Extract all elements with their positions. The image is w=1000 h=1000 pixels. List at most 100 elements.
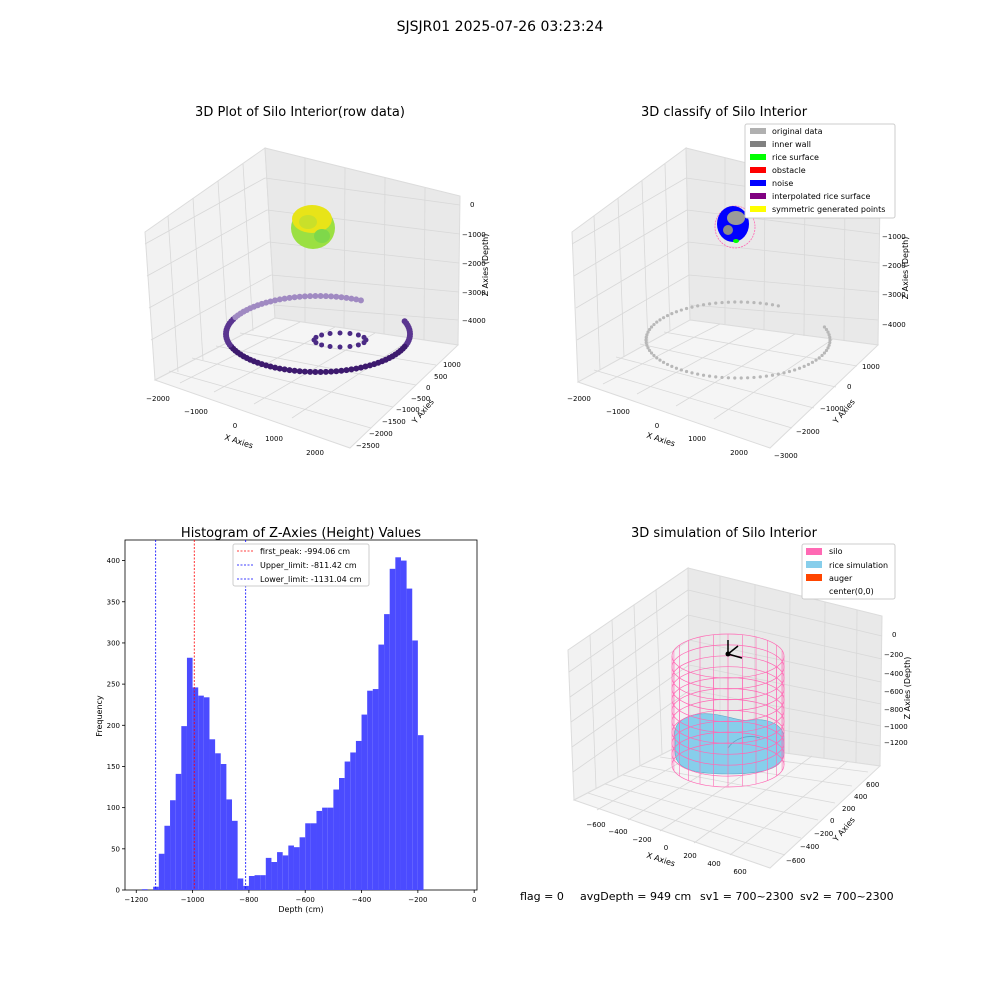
svg-text:200: 200 <box>683 852 696 860</box>
panel-histogram: Histogram of Z-Axies (Height) Values −12… <box>95 526 478 914</box>
histogram-y-tick-label: 200 <box>107 722 120 730</box>
scan-point <box>276 296 283 303</box>
legend-swatch-original-data <box>750 128 766 134</box>
histogram-x-tick-label: −200 <box>408 896 427 904</box>
scan-point <box>355 342 361 348</box>
histogram-bar <box>367 690 373 890</box>
legend-label-first-peak: first_peak: -994.06 cm <box>260 547 350 556</box>
scan-point <box>353 296 360 303</box>
scan-point <box>307 368 314 375</box>
scan-point <box>787 369 792 374</box>
histogram-bar <box>248 876 255 890</box>
svg-text:500: 500 <box>434 373 447 381</box>
simulation-3d-y-ticks: 600 400 200 0 −200 −400 −600 <box>786 781 879 865</box>
histogram-y-tick-label: 400 <box>107 557 120 565</box>
svg-text:0: 0 <box>426 384 430 392</box>
scan-point <box>793 368 797 372</box>
scan-point <box>652 322 656 327</box>
simulation-3d-zlabel: Z Axies (Depth) <box>903 657 912 720</box>
histogram-y-ticks: 0 50 100 150 200 250 300 350 400 <box>107 557 125 895</box>
histogram-bar <box>372 689 379 890</box>
panel-classify-3d: 3D classify of Silo Interior −2000 −1000… <box>567 105 910 460</box>
svg-text:−600: −600 <box>586 821 605 829</box>
legend-swatch-noise <box>750 180 766 186</box>
svg-text:−3000: −3000 <box>774 452 798 460</box>
histogram-bar <box>350 752 356 890</box>
scan-point <box>758 375 762 379</box>
histogram-bar <box>299 837 306 890</box>
scan-point <box>337 344 343 350</box>
scan-point <box>645 343 649 347</box>
svg-text:400: 400 <box>707 860 720 868</box>
scan-point <box>782 371 786 375</box>
histogram-bar <box>333 789 340 890</box>
scan-point <box>776 304 780 308</box>
svg-text:200: 200 <box>842 805 855 813</box>
raw-3d-z-ticks: 0 −1000 −2000 −3000 −4000 <box>462 201 486 325</box>
histogram-bar <box>406 588 413 890</box>
scan-point <box>313 334 319 340</box>
scan-point <box>720 300 724 305</box>
svg-text:600: 600 <box>866 781 879 789</box>
svg-text:0: 0 <box>892 631 896 639</box>
histogram-x-tick-label: −1000 <box>181 896 205 904</box>
histogram-y-tick-label: 300 <box>107 639 120 647</box>
scan-point <box>338 367 345 374</box>
legend-swatch-auger <box>806 574 822 581</box>
legend-label-symmetric-generated-points: symmetric generated points <box>772 205 885 214</box>
scan-point <box>658 318 662 322</box>
scan-point <box>301 293 308 300</box>
scan-point <box>348 366 355 373</box>
histogram-bar <box>158 853 165 890</box>
scan-point <box>824 348 829 353</box>
histogram-bar <box>344 761 351 890</box>
histogram-bar <box>277 852 283 890</box>
scan-point <box>670 312 674 316</box>
scan-point <box>291 294 298 301</box>
svg-text:0: 0 <box>830 817 834 825</box>
histogram-bar <box>288 845 294 890</box>
svg-text:−800: −800 <box>884 706 903 714</box>
legend-swatch-interpolated-rice-surface <box>750 193 766 199</box>
raw-3d-y-ticks: 1000 500 0 −500 −1000 −1500 −2000 −2500 <box>356 361 461 450</box>
simulation-3d-x-ticks: −600 −400 −200 0 200 400 600 <box>586 821 746 876</box>
svg-text:0: 0 <box>233 422 237 430</box>
svg-text:−500: −500 <box>411 395 430 403</box>
svg-text:−3000: −3000 <box>882 291 906 299</box>
scan-point <box>822 351 827 355</box>
histogram-bar <box>361 714 368 890</box>
scan-point <box>758 301 762 305</box>
histogram-bar <box>327 807 334 890</box>
legend-label-obstacle: obstacle <box>772 166 806 175</box>
raw-3d-floor-pane <box>153 317 460 449</box>
scan-point <box>806 362 811 367</box>
histogram-xlabel: Depth (cm) <box>278 905 323 914</box>
scan-point <box>701 303 706 307</box>
scan-point <box>347 331 353 337</box>
scan-point <box>826 330 830 334</box>
scan-point <box>348 295 355 302</box>
scan-point <box>333 293 340 300</box>
scan-point <box>337 330 343 336</box>
raw-3d-wall-ring <box>223 293 413 375</box>
legend-label-inner-wall: inner wall <box>772 140 811 149</box>
scan-point <box>684 369 689 374</box>
scan-point <box>739 300 743 304</box>
histogram-y-tick-label: 0 <box>116 887 120 895</box>
svg-text:−600: −600 <box>786 857 805 865</box>
histogram-bar <box>378 644 385 890</box>
histogram-bar <box>203 697 210 890</box>
histogram-bar <box>310 823 317 890</box>
scan-point <box>361 340 367 346</box>
scan-point <box>690 305 694 309</box>
histogram-bar <box>400 560 407 890</box>
scan-point <box>343 367 350 374</box>
panel-raw-3d: 3D Plot of Silo Interior(row data) −2000… <box>144 105 490 457</box>
scan-point <box>647 348 652 353</box>
svg-text:−2000: −2000 <box>796 428 820 436</box>
raw-3d-rice-blob <box>291 205 335 249</box>
svg-text:−1000: −1000 <box>396 406 420 414</box>
figure-suptitle: SJSJR01 2025-07-26 03:23:24 <box>397 19 604 35</box>
svg-text:2000: 2000 <box>306 449 324 457</box>
simulation-3d-ylabel: Y Axies <box>831 815 857 844</box>
